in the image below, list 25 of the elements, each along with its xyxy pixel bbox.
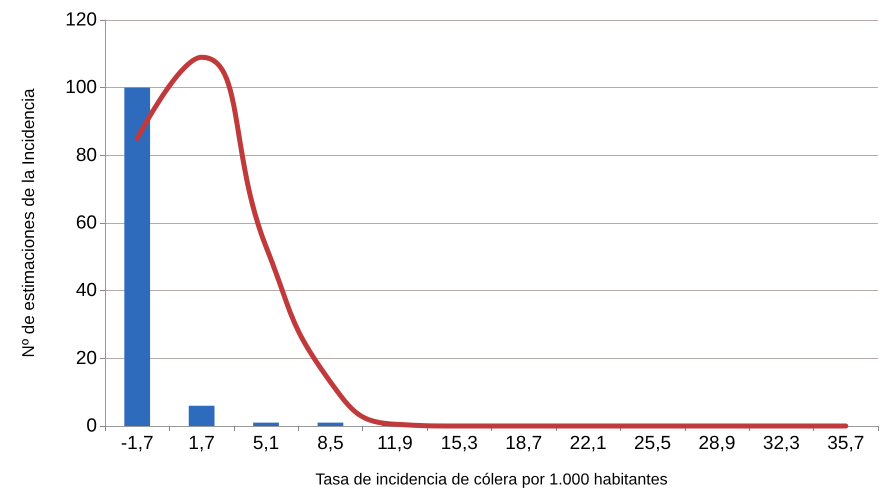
y-tick-label: 80 [76, 144, 97, 166]
bar [253, 422, 279, 426]
x-tick-label: 5,1 [252, 433, 280, 454]
x-tick-label: 25,5 [634, 433, 672, 454]
bar [188, 406, 215, 426]
x-tick-label: -1,7 [120, 433, 154, 454]
y-axis-title: Nº de estimaciones de la Incidencia [19, 88, 38, 358]
y-tick-label: 20 [76, 348, 97, 369]
x-tick-label: 11,9 [377, 433, 413, 454]
x-axis-title: Tasa de incidencia de cólera por 1.000 habitantes [315, 472, 668, 488]
x-tick-label: 22,1 [570, 433, 607, 454]
y-tick-label: 60 [76, 212, 97, 234]
bar [124, 88, 150, 426]
x-tick-label: 28,9 [698, 433, 736, 454]
x-tick-label: 8,5 [317, 433, 344, 454]
x-tick-label: 35,7 [827, 433, 864, 454]
y-tick-label: 40 [76, 280, 97, 302]
bar [318, 422, 344, 426]
y-tick-label: 0 [86, 416, 97, 436]
y-tick-label: 100 [65, 77, 97, 98]
y-tick-label: 120 [65, 10, 97, 30]
x-tick-label: 1,7 [188, 433, 215, 454]
x-tick-label: 15,3 [440, 433, 478, 454]
x-tick-label: 18,7 [505, 433, 542, 454]
x-tick-label: 32,3 [762, 433, 800, 454]
